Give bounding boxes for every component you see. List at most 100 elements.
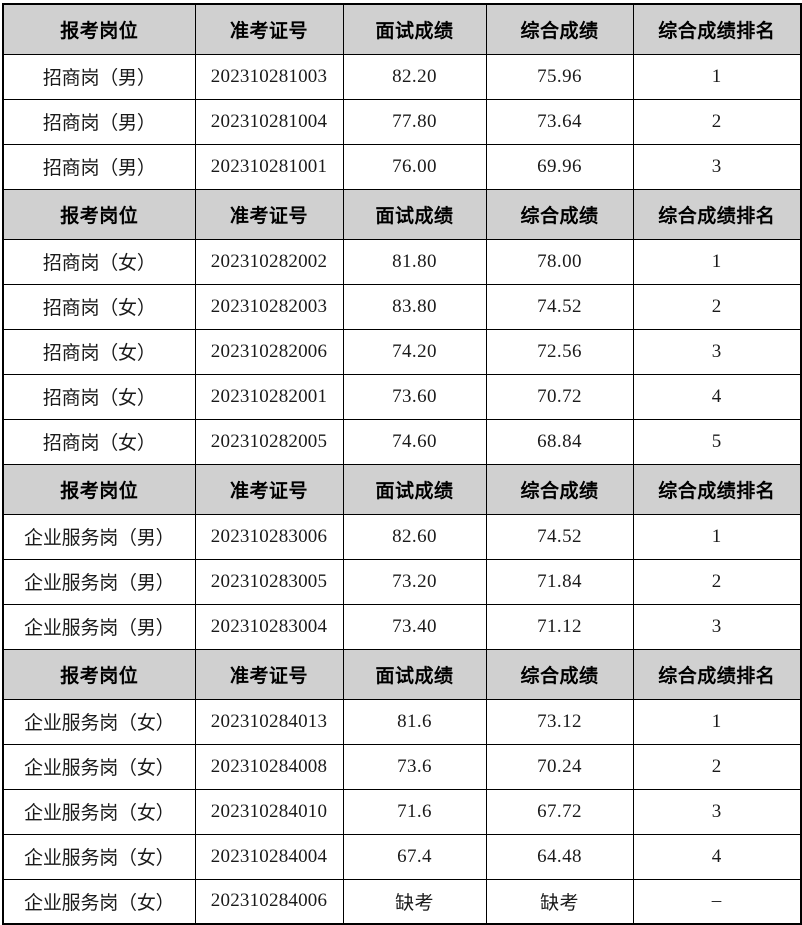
cell-interview-score: 81.6 [342, 698, 487, 745]
cell-total-score: 78.00 [485, 238, 634, 285]
column-header: 综合成绩 [485, 648, 634, 700]
cell-post: 企业服务岗（男） [2, 513, 196, 560]
table-row: 企业服务岗（男） 202310283005 73.20 71.84 2 [2, 558, 802, 605]
cell-rank: 4 [632, 833, 802, 880]
column-header: 面试成绩 [342, 188, 487, 240]
table-row: 招商岗（女） 202310282001 73.60 70.72 4 [2, 373, 802, 420]
cell-exam-number: 202310282001 [194, 373, 344, 420]
column-header: 综合成绩 [485, 188, 634, 240]
cell-total-score: 72.56 [485, 328, 634, 375]
cell-exam-number: 202310284008 [194, 743, 344, 790]
cell-rank: 4 [632, 373, 802, 420]
cell-exam-number: 202310284013 [194, 698, 344, 745]
cell-post: 企业服务岗（男） [2, 558, 196, 605]
column-header: 报考岗位 [2, 188, 196, 240]
cell-total-score: 71.12 [485, 603, 634, 650]
cell-interview-score: 73.40 [342, 603, 487, 650]
cell-post: 企业服务岗（女） [2, 878, 196, 925]
cell-rank: 1 [632, 238, 802, 285]
cell-exam-number: 202310281004 [194, 98, 344, 145]
cell-post: 企业服务岗（女） [2, 788, 196, 835]
column-header: 综合成绩排名 [632, 188, 802, 240]
table-row: 企业服务岗（男） 202310283004 73.40 71.12 3 [2, 603, 802, 650]
cell-rank: 1 [632, 698, 802, 745]
cell-interview-score: 74.20 [342, 328, 487, 375]
table-row: 企业服务岗（男） 202310283006 82.60 74.52 1 [2, 513, 802, 560]
cell-interview-score: 73.60 [342, 373, 487, 420]
cell-exam-number: 202310284006 [194, 878, 344, 925]
cell-rank: 1 [632, 53, 802, 100]
cell-total-score: 68.84 [485, 418, 634, 465]
cell-rank: 2 [632, 558, 802, 605]
cell-interview-score: 82.60 [342, 513, 487, 560]
cell-post: 企业服务岗（女） [2, 698, 196, 745]
column-header: 综合成绩 [485, 3, 634, 55]
column-header: 综合成绩排名 [632, 463, 802, 515]
cell-post: 招商岗（男） [2, 53, 196, 100]
cell-total-score: 69.96 [485, 143, 634, 190]
cell-post: 企业服务岗（男） [2, 603, 196, 650]
section-header-row: 报考岗位 准考证号 面试成绩 综合成绩 综合成绩排名 [2, 463, 802, 515]
cell-post: 招商岗（女） [2, 328, 196, 375]
cell-exam-number: 202310284010 [194, 788, 344, 835]
table-row: 招商岗（男） 202310281004 77.80 73.64 2 [2, 98, 802, 145]
column-header: 准考证号 [194, 463, 344, 515]
cell-rank: 2 [632, 283, 802, 330]
cell-interview-score: 73.6 [342, 743, 487, 790]
cell-rank: – [632, 878, 802, 925]
table-row: 企业服务岗（女） 202310284008 73.6 70.24 2 [2, 743, 802, 790]
cell-interview-score: 73.20 [342, 558, 487, 605]
section-header-row: 报考岗位 准考证号 面试成绩 综合成绩 综合成绩排名 [2, 188, 802, 240]
exam-results-table: 报考岗位 准考证号 面试成绩 综合成绩 综合成绩排名 招商岗（男） 202310281003… [2, 3, 802, 925]
column-header: 报考岗位 [2, 463, 196, 515]
cell-exam-number: 202310282006 [194, 328, 344, 375]
cell-rank: 1 [632, 513, 802, 560]
table-row: 企业服务岗（女） 202310284013 81.6 73.12 1 [2, 698, 802, 745]
table-row: 企业服务岗（女） 202310284006 缺考 缺考 – [2, 878, 802, 925]
table-body: 报考岗位 准考证号 面试成绩 综合成绩 综合成绩排名 招商岗（男） 202310281003… [2, 3, 802, 925]
cell-rank: 2 [632, 98, 802, 145]
table-row: 招商岗（男） 202310281001 76.00 69.96 3 [2, 143, 802, 190]
cell-total-score: 74.52 [485, 283, 634, 330]
column-header: 准考证号 [194, 188, 344, 240]
column-header: 准考证号 [194, 3, 344, 55]
section-header-row: 报考岗位 准考证号 面试成绩 综合成绩 综合成绩排名 [2, 648, 802, 700]
cell-interview-score: 82.20 [342, 53, 487, 100]
cell-total-score: 73.12 [485, 698, 634, 745]
cell-interview-score: 71.6 [342, 788, 487, 835]
cell-post: 招商岗（男） [2, 98, 196, 145]
cell-interview-score: 76.00 [342, 143, 487, 190]
column-header: 准考证号 [194, 648, 344, 700]
cell-total-score: 71.84 [485, 558, 634, 605]
cell-post: 招商岗（女） [2, 238, 196, 285]
cell-rank: 2 [632, 743, 802, 790]
table-row: 招商岗（男） 202310281003 82.20 75.96 1 [2, 53, 802, 100]
cell-exam-number: 202310282003 [194, 283, 344, 330]
column-header: 面试成绩 [342, 648, 487, 700]
cell-interview-score: 83.80 [342, 283, 487, 330]
column-header: 综合成绩 [485, 463, 634, 515]
table-row: 招商岗（女） 202310282003 83.80 74.52 2 [2, 283, 802, 330]
cell-total-score: 75.96 [485, 53, 634, 100]
cell-total-score: 73.64 [485, 98, 634, 145]
cell-exam-number: 202310281001 [194, 143, 344, 190]
cell-post: 招商岗（女） [2, 418, 196, 465]
cell-exam-number: 202310283004 [194, 603, 344, 650]
column-header: 综合成绩排名 [632, 3, 802, 55]
column-header: 面试成绩 [342, 3, 487, 55]
cell-rank: 5 [632, 418, 802, 465]
cell-exam-number: 202310283005 [194, 558, 344, 605]
section-header-row: 报考岗位 准考证号 面试成绩 综合成绩 综合成绩排名 [2, 3, 802, 55]
cell-exam-number: 202310282002 [194, 238, 344, 285]
cell-interview-score: 74.60 [342, 418, 487, 465]
table-row: 企业服务岗（女） 202310284004 67.4 64.48 4 [2, 833, 802, 880]
table-row: 招商岗（女） 202310282005 74.60 68.84 5 [2, 418, 802, 465]
cell-exam-number: 202310284004 [194, 833, 344, 880]
cell-rank: 3 [632, 603, 802, 650]
cell-post: 企业服务岗（女） [2, 743, 196, 790]
column-header: 面试成绩 [342, 463, 487, 515]
cell-exam-number: 202310282005 [194, 418, 344, 465]
cell-post: 招商岗（女） [2, 283, 196, 330]
column-header: 报考岗位 [2, 648, 196, 700]
